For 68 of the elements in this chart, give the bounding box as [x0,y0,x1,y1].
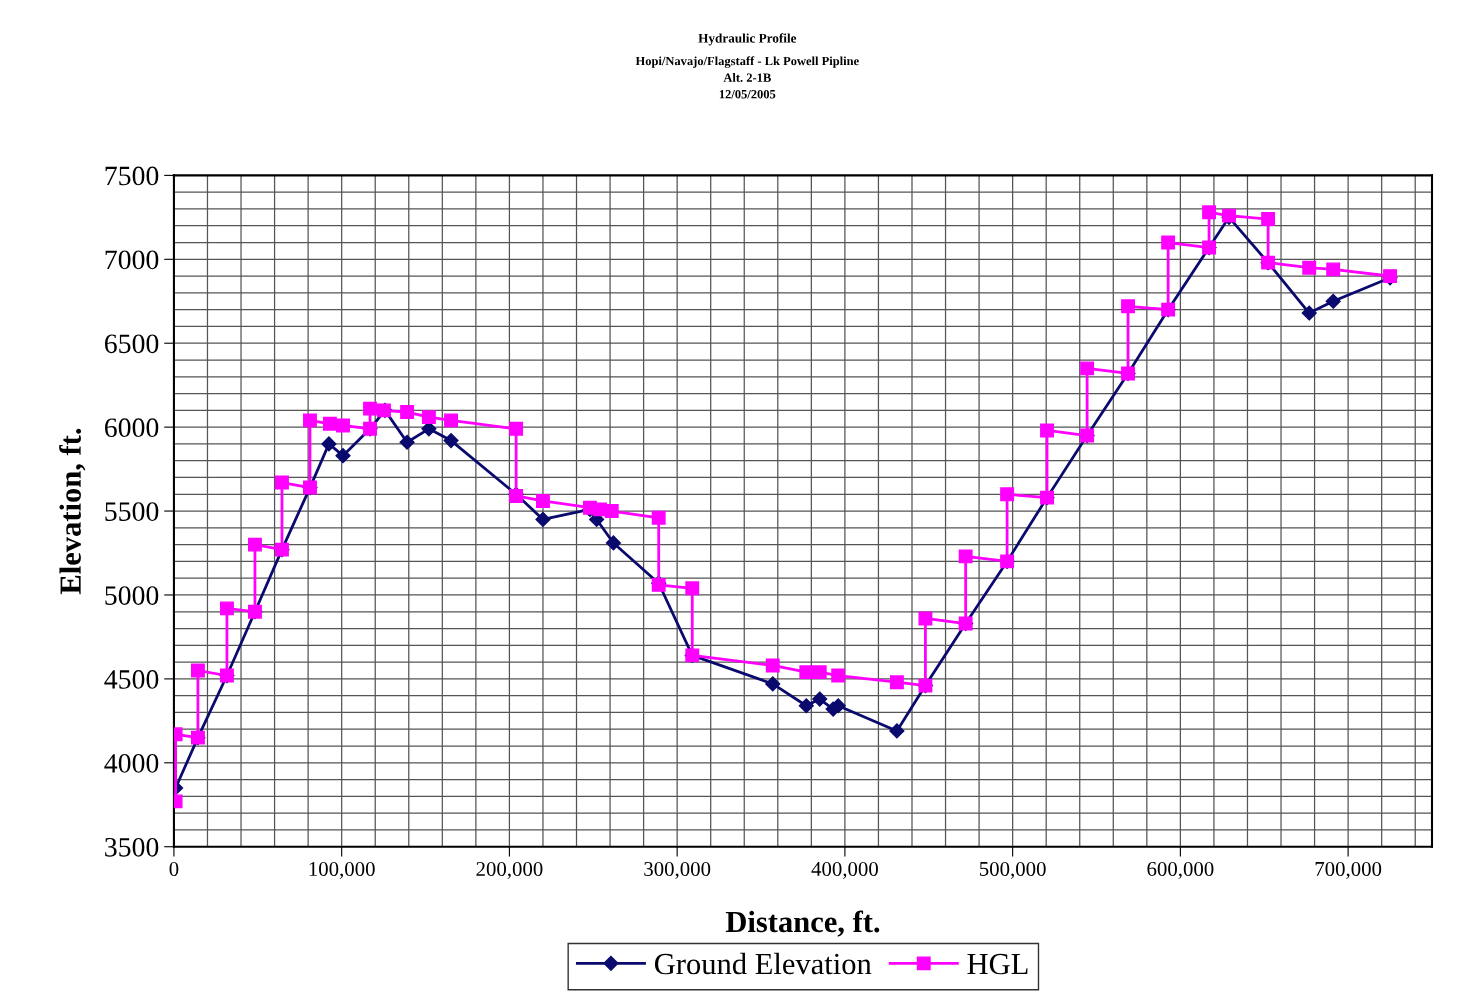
point [421,410,436,425]
point [685,581,700,596]
y-tick-label: 3500 [105,837,159,857]
point [1302,260,1317,275]
point [889,675,904,690]
y-tick-label: 7500 [105,166,159,186]
point [1080,361,1095,376]
point [798,698,814,714]
x-tick-label: 200,000 [476,861,543,879]
point [1161,235,1176,250]
x-tick-label: 400,000 [811,861,878,879]
point [1325,293,1341,309]
legend-label: Ground Elevation [654,952,872,975]
point [889,723,905,739]
point [400,405,415,419]
point [509,421,524,436]
point [399,434,415,450]
chart-subtitle: Hopi/Navajo/Flagstaff - Lk Powell Pipline Alt. 2-1B 12/05/2005 [635,56,859,99]
y-tick-label: 4500 [104,670,159,689]
x-tick-label: 0 [169,861,179,876]
point [335,448,351,464]
x-tick-label: 700,000 [1315,861,1382,879]
point [1326,262,1341,277]
chart-title: Hydraulic Profile [698,33,797,46]
point [444,413,458,428]
point [1040,423,1054,438]
point [219,601,234,616]
y-tick-label: 7000 [105,250,159,270]
point [812,691,828,707]
point [322,416,337,431]
point [593,502,607,517]
point [1202,205,1217,220]
point [799,665,814,680]
legend-label: HGL [967,953,1028,975]
x-tick-label: 500,000 [979,861,1046,879]
x-tick-label: 100,000 [309,861,375,879]
x-axis-title: Distance, ft. [725,910,880,937]
point [604,504,619,519]
y-tick-label: 5000 [105,586,159,605]
point [605,535,621,551]
point [812,665,827,680]
point [275,475,289,490]
y-tick-label: 6500 [104,334,159,354]
point [831,668,846,683]
point [958,549,973,564]
y-tick-label: 4000 [104,753,159,773]
point [303,413,317,428]
point [1261,212,1276,226]
point [651,510,666,525]
point [363,401,377,416]
point [336,418,350,433]
point [1000,487,1015,502]
point [1121,299,1135,314]
point [190,663,205,678]
point [765,658,780,673]
point [535,511,551,528]
point [248,537,262,552]
point [918,611,933,626]
y-tick-label: 5500 [105,502,159,521]
point [1301,305,1317,321]
x-tick-label: 600,000 [1147,861,1214,879]
point [765,676,781,692]
x-tick-label: 300,000 [644,861,711,879]
y-tick-label: 6000 [104,418,159,438]
point [321,436,337,452]
point [443,432,459,449]
y-axis-title: Elevation, ft. [59,428,86,595]
point [536,494,550,508]
